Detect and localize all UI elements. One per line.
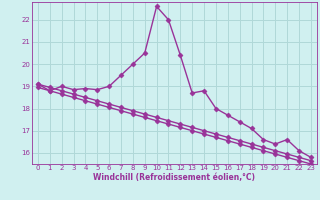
X-axis label: Windchill (Refroidissement éolien,°C): Windchill (Refroidissement éolien,°C) xyxy=(93,173,255,182)
